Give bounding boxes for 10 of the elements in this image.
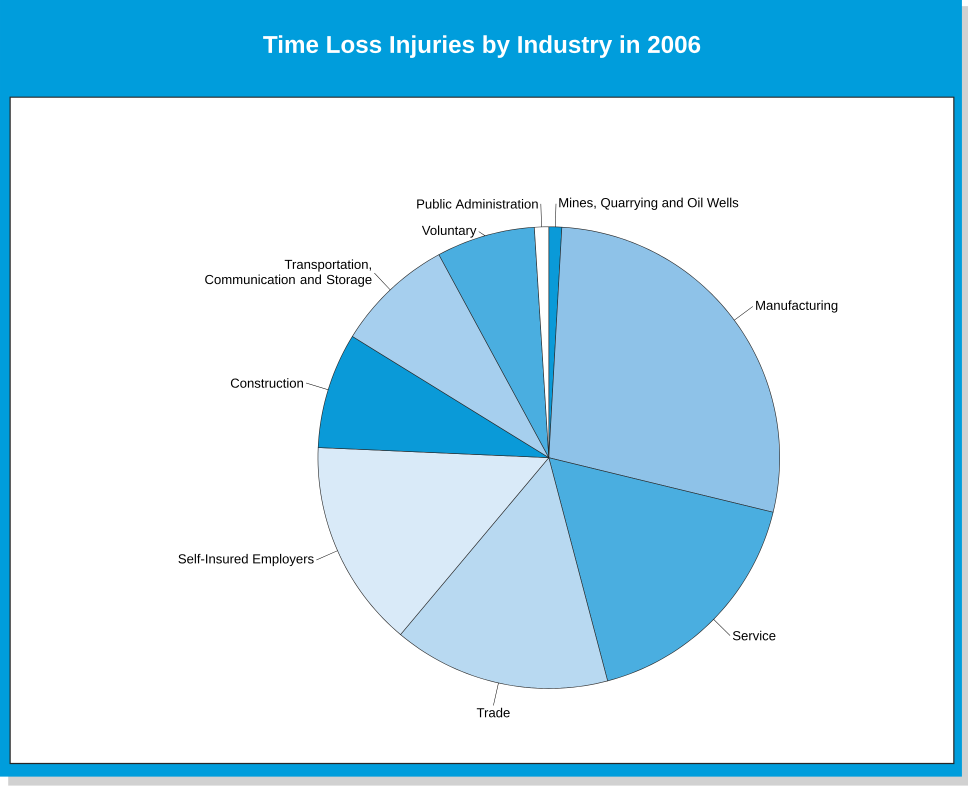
slice-label: Service — [732, 630, 776, 640]
slice-label: Construction — [230, 378, 303, 388]
slice-label: Self-Insured Employers — [178, 554, 314, 566]
slice-label: Manufacturing — [756, 300, 838, 313]
slice-label: Mines, Quarrying and Oil Wells — [559, 198, 738, 210]
slice-label: Trade — [476, 708, 510, 718]
slice-label: Transportation, Communication and Storage — [205, 260, 372, 287]
slice-label: Voluntary — [422, 226, 476, 238]
chart-title: Time Loss Injuries by Industry in 2006 — [263, 35, 700, 58]
slice-label: Public Administration — [417, 199, 538, 209]
